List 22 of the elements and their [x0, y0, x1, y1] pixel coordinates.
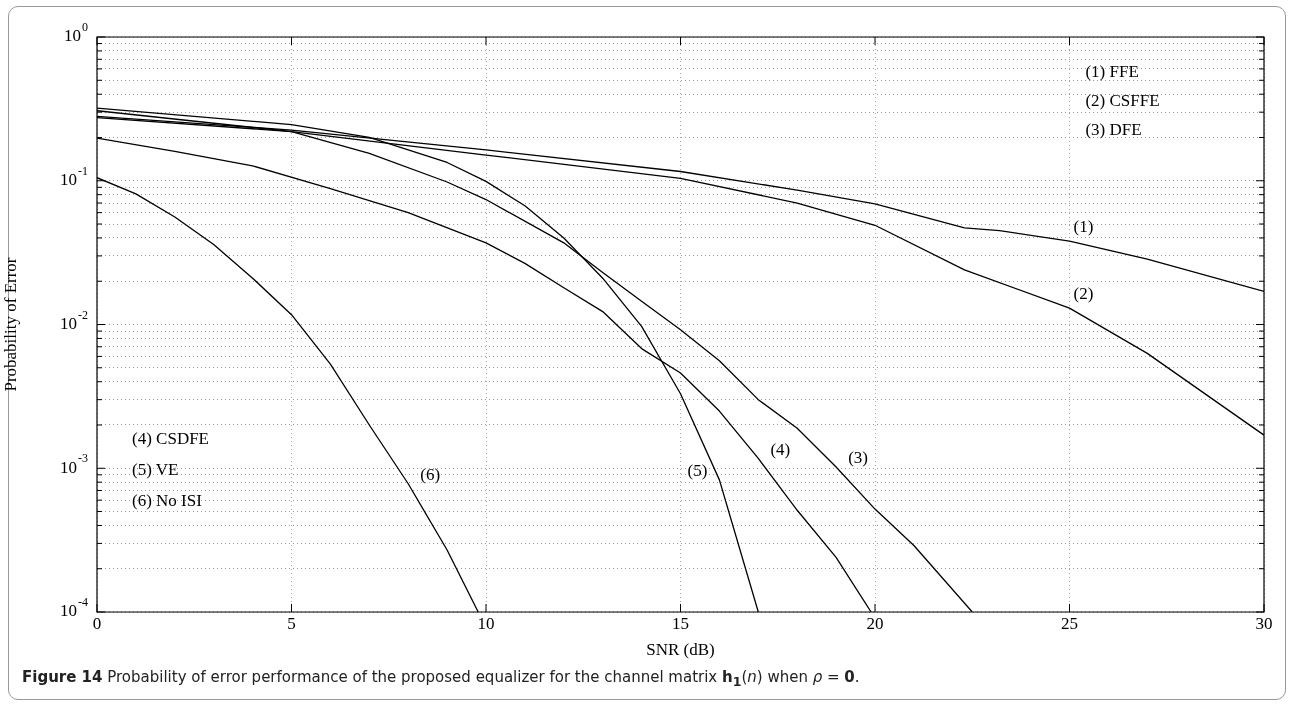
x-tick-label: 10	[477, 613, 495, 633]
annotation: (2) CSFFE	[1085, 91, 1160, 111]
x-tick-label: 5	[287, 613, 296, 633]
x-tick-label: 30	[1255, 613, 1273, 633]
annotation: (3) DFE	[1085, 120, 1142, 140]
x-tick-label: 20	[866, 613, 884, 633]
annotation: (5)	[687, 461, 708, 481]
annotation: (1)	[1073, 216, 1094, 236]
annotation: (1) FFE	[1085, 62, 1139, 82]
text: Figure 14 Probability of error performance of the proposed equalizer for the channel matrix h$_{1}$(n) when ρ = 0.	[22, 668, 860, 689]
x-tick-label: 0	[92, 613, 102, 633]
annotation: (4) CSDFE	[132, 428, 209, 448]
x-tick-label: 15	[672, 613, 689, 633]
y-axis-title: Probability of Error	[0, 257, 20, 392]
annotation: (4)	[770, 439, 791, 459]
x-tick-label: 25	[1061, 613, 1078, 633]
annotation: (3)	[848, 448, 869, 468]
annotation: (2)	[1073, 283, 1094, 303]
x-axis-title: SNR (dB)	[646, 640, 715, 660]
annotation: (6) No ISI	[132, 490, 203, 510]
annotation: (5) VE	[132, 459, 179, 479]
annotation: (6)	[420, 465, 441, 485]
